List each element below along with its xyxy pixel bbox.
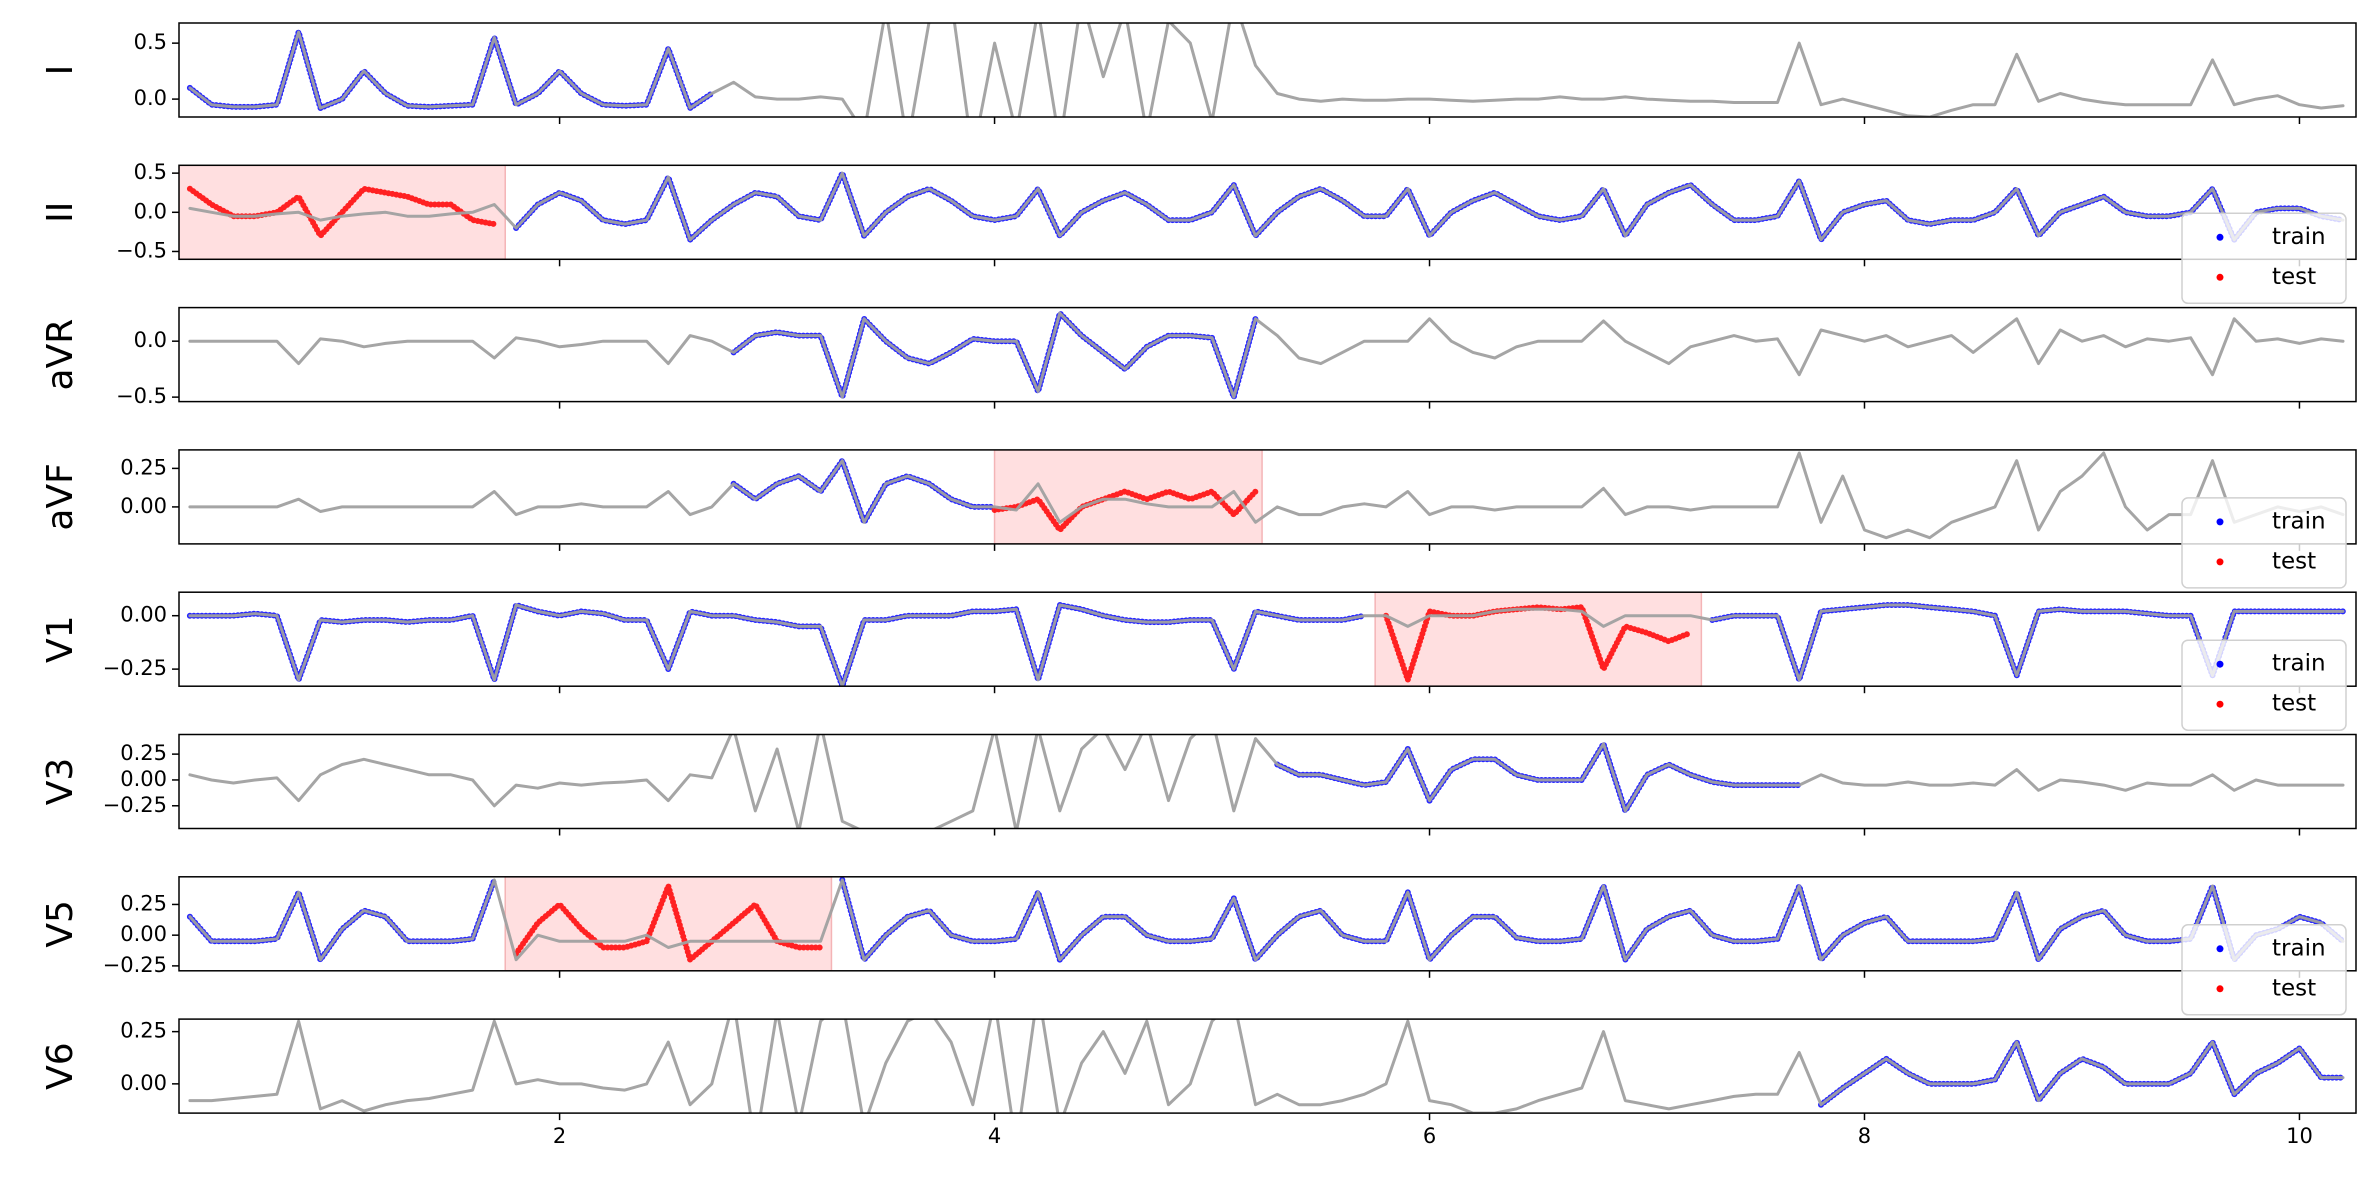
y-tick-label: 0.00 [120,767,167,791]
series-points [1383,604,1694,683]
series-points [1274,740,1803,814]
plot-area [188,1019,2346,1114]
y-tick-label: 0.25 [120,891,167,915]
legend-marker [2216,273,2224,281]
y-tick-label: 0.00 [120,494,167,518]
y-tick-label: 0.00 [120,603,167,627]
axes-frame [178,449,2357,545]
signal-line [188,878,2345,962]
y-tick-label: 0.5 [134,160,167,184]
legend-label: test [2272,548,2316,574]
legend-marker [2216,518,2224,526]
signal-line [188,603,2345,687]
y-tick-label: 0.5 [134,30,167,54]
legend-marker [2216,985,2224,993]
series-points [186,29,715,111]
y-tick-label: −0.25 [103,656,167,680]
axes-frame [178,306,2357,403]
y-axis-label: II [40,202,81,223]
plot-area [188,449,2345,544]
x-tick-label: 8 [1858,1124,1871,1148]
y-tick-label: 0.25 [120,455,167,479]
legend-marker [2216,233,2224,241]
y-axis-label: aVF [40,463,81,530]
legend-label: test [2272,264,2316,290]
y-axis-label: V1 [40,615,81,663]
y-tick-label: 0.25 [120,1019,167,1043]
y-axis-label: aVR [40,319,81,391]
legend-marker [2216,700,2224,708]
y-axis-label: I [40,65,81,76]
series-points [513,883,824,963]
series-points [730,310,1259,401]
highlight-span [993,449,1263,544]
series-points [1818,1039,2346,1108]
plot-area [188,310,2345,401]
y-tick-label: −0.25 [103,793,167,817]
signal-line [188,1019,2345,1114]
signal-line [188,734,2345,829]
signal-line [188,23,2345,117]
plot-area [179,165,2346,260]
y-tick-label: 0.00 [120,922,167,946]
y-tick-label: −0.5 [116,238,167,262]
axes-frame [178,591,2357,687]
y-axis-label: V5 [40,900,81,948]
legend-label: train [2272,651,2326,677]
axes-frame [178,22,2357,118]
legend-label: train [2272,224,2326,250]
y-tick-label: 0.25 [120,741,167,765]
y-tick-label: 0.0 [134,328,167,352]
legend-marker [2216,558,2224,566]
legend-label: train [2272,935,2326,961]
y-tick-label: −0.5 [116,384,167,408]
legend-marker [2216,660,2224,668]
signal-line [188,171,2345,242]
x-tick-label: 4 [988,1124,1001,1148]
y-axis-label: V6 [40,1042,81,1090]
series-points [991,488,1259,533]
legend-label: train [2272,508,2326,534]
y-tick-label: 0.0 [134,86,167,110]
series-points [730,457,998,526]
legend-marker [2216,945,2224,953]
x-tick-label: 6 [1423,1124,1436,1148]
plot-area [186,23,2345,117]
legend-label: test [2272,691,2316,717]
x-tick-label: 10 [2286,1124,2313,1148]
signal-line [188,311,2345,399]
y-axis-label: V3 [40,758,81,806]
x-tick-label: 2 [553,1124,566,1148]
y-tick-label: 0.00 [120,1071,167,1095]
plot-area [186,876,2346,971]
y-tick-label: −0.25 [103,953,167,977]
axes-frame [178,1018,2357,1114]
signal-line [188,451,2345,540]
plot-area [186,592,2346,687]
axes-frame [178,876,2357,972]
plot-area [188,734,2345,829]
legend-label: test [2272,975,2316,1001]
y-tick-label: 0.0 [134,199,167,223]
axes-frame [178,733,2357,830]
